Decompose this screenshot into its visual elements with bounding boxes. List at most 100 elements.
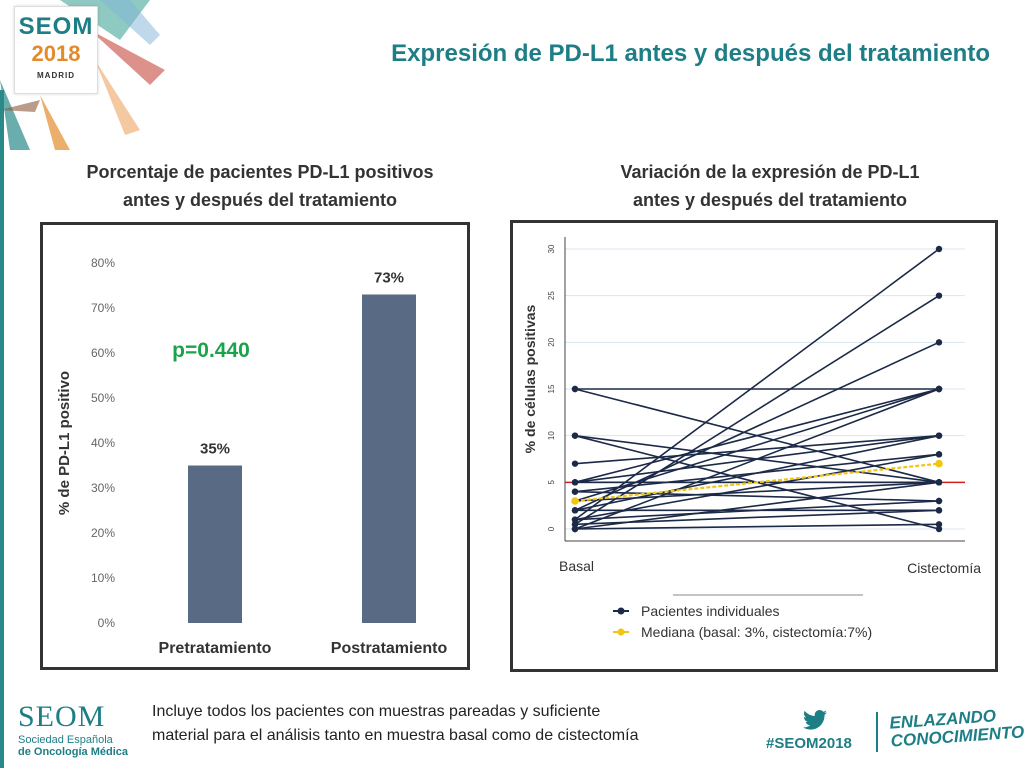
left-chart-title-line1: Porcentaje de pacientes PD-L1 positivos [86, 162, 434, 182]
footer-logo-name: SEOM [18, 700, 106, 733]
patient-point-basal [571, 479, 579, 486]
footer-separator [876, 712, 878, 752]
legend-item: Mediana (basal: 3%, cistectomía:7%) [613, 624, 872, 640]
patient-point-cistectomia [935, 432, 943, 439]
patient-line [574, 388, 940, 530]
footer-note-line2: material para el análisis tanto en muest… [152, 727, 639, 744]
y-tick-label: 25 [547, 291, 556, 300]
right-chart-title-line1: Variación de la expresión de PD-L1 [620, 162, 920, 182]
patient-line [574, 248, 940, 521]
patient-point-cistectomia [935, 339, 943, 346]
y-tick-label: 50% [91, 391, 115, 405]
patient-point-cistectomia [935, 245, 943, 253]
patient-point-cistectomia [935, 521, 943, 528]
patient-line [574, 481, 940, 530]
patient-line [574, 453, 940, 521]
y-tick-label: 30 [547, 244, 556, 253]
median-line [574, 462, 940, 503]
y-tick-label: 70% [91, 301, 115, 315]
patient-point-basal [571, 516, 579, 523]
patient-point-basal [571, 385, 579, 393]
y-tick-label: 40% [91, 436, 115, 450]
page-title: Expresión de PD-L1 antes y después del t… [391, 40, 990, 67]
y-tick-label: 10% [91, 571, 115, 585]
legend-item: Pacientes individuales [613, 603, 780, 619]
patient-line [574, 490, 940, 502]
line-chart: 0 5 10 15 20 25 30 % de células positivas Basal C… [522, 237, 981, 640]
patient-point-cistectomia [935, 451, 943, 458]
left-accent-strip [0, 90, 4, 768]
patient-point-basal [571, 460, 579, 467]
patient-series [571, 497, 943, 523]
y-tick-label: 5 [547, 480, 556, 485]
legend-label: Mediana (basal: 3%, cistectomía:7%) [641, 624, 872, 640]
legend-swatch-dot [617, 607, 625, 615]
left-chart-title: Porcentaje de pacientes PD-L1 positivos … [40, 158, 480, 214]
logo-name: SEOM [18, 13, 94, 40]
patient-point-cistectomia [935, 479, 943, 486]
patient-point-basal [571, 507, 579, 514]
hashtag[interactable]: #SEOM2018 [766, 735, 852, 752]
patient-point-basal [571, 432, 579, 439]
footer-note: Incluye todos los pacientes con muestras… [152, 700, 732, 748]
y-tick-label: 15 [547, 384, 556, 393]
right-chart-title: Variación de la expresión de PD-L1 antes… [520, 158, 1020, 214]
patient-series [571, 521, 943, 533]
logo-city: MADRID [37, 71, 75, 80]
legend-label: Pacientes individuales [641, 603, 780, 619]
y-tick-label: 10 [547, 431, 556, 440]
patient-line [574, 500, 940, 521]
header-decoration: SEOM 2018 MADRID [0, 0, 170, 150]
footer-logo-sub2: de Oncología Médica [18, 746, 129, 758]
y-tick-label: 20% [91, 526, 115, 540]
patient-point-cistectomia [935, 385, 943, 393]
patient-point-cistectomia [935, 525, 943, 533]
x-category-label: Postratamiento [331, 640, 448, 657]
y-tick-label: 30% [91, 481, 115, 495]
patient-point-cistectomia [935, 507, 943, 514]
left-chart-title-line2: antes y después del tratamiento [122, 190, 398, 210]
x-category-label: Cistectomía [907, 560, 981, 576]
footer-note-line1: Incluye todos los pacientes con muestras… [152, 703, 601, 720]
line-chart-frame: 0 5 10 15 20 25 30 % de células positivas Basal C… [510, 220, 998, 672]
seom-2018-logo: SEOM 2018 MADRID [14, 6, 98, 94]
bar-data-label: 73% [374, 270, 404, 287]
footer-seom-logo: SEOM Sociedad Española de Oncología Médi… [18, 700, 128, 758]
median-point-basal [571, 497, 579, 505]
patient-line [574, 388, 940, 502]
patient-point-cistectomia [935, 292, 943, 299]
patient-point-basal [571, 525, 579, 533]
bar-pretratamiento [188, 465, 242, 623]
patient-line [574, 341, 940, 512]
y-tick-label: 60% [91, 346, 115, 360]
footer-logo-sub1: Sociedad Española [18, 734, 113, 746]
patient-line [574, 434, 940, 465]
bar-postratamiento [362, 294, 416, 623]
patient-line [574, 523, 940, 530]
median-series [571, 459, 943, 505]
twitter-icon[interactable] [802, 710, 828, 730]
median-point-cistectomia [935, 459, 943, 468]
patient-line [574, 294, 940, 526]
slogan: ENLAZANDO CONOCIMIENTO [889, 705, 1024, 750]
patient-line [574, 434, 940, 512]
y-tick-label: 80% [91, 256, 115, 270]
legend-swatch-dot [617, 628, 625, 636]
logo-year: 2018 [31, 41, 81, 66]
x-category-label: Basal [559, 558, 594, 574]
p-value-annotation: p=0.440 [172, 339, 250, 362]
y-tick-label: 0% [98, 616, 116, 630]
y-tick-label: 0 [547, 526, 556, 531]
bar-chart: 0% 10% 20% 30% 40% 50% 60% 70% 80% % de PD-L1 pos… [56, 256, 448, 657]
bar-data-label: 35% [200, 441, 230, 458]
x-category-label: Pretratamiento [159, 640, 272, 657]
patient-point-basal [571, 488, 579, 495]
patient-line [574, 388, 940, 484]
bar-chart-frame: 0% 10% 20% 30% 40% 50% 60% 70% 80% % de PD-L1 pos… [40, 222, 470, 670]
patient-point-basal [571, 521, 579, 528]
patient-series [571, 385, 943, 393]
patient-point-cistectomia [935, 497, 943, 505]
y-tick-label: 20 [547, 337, 556, 346]
y-axis-label: % de células positivas [522, 304, 538, 453]
y-axis-label: % de PD-L1 positivo [56, 371, 73, 515]
